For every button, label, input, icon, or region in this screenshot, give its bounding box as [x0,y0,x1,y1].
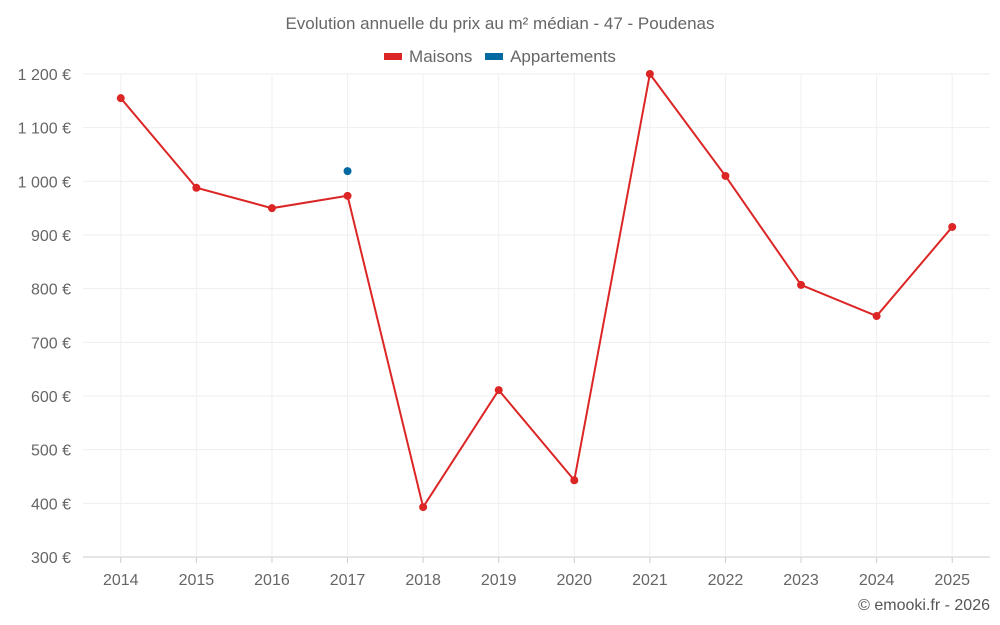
y-tick-label: 900 € [31,228,71,245]
y-tick-label: 1 100 € [18,121,71,138]
x-tick-label: 2019 [481,572,517,589]
legend-maisons[interactable]: Maisons [384,47,472,67]
chart-title: Evolution annuelle du prix au m² médian … [285,14,715,33]
series-line-maisons [120,71,953,510]
y-tick-label: 1 200 € [18,67,71,84]
data-point-maisons [343,191,352,200]
data-point-maisons [116,94,125,103]
y-tick-label: 600 € [31,389,71,406]
x-tick-label: 2020 [556,572,592,589]
x-tick-label: 2023 [783,572,819,589]
legend-swatch [485,53,504,60]
data-point-maisons [494,386,503,395]
y-tick-label: 400 € [31,496,71,513]
x-tick-label: 2022 [708,572,744,589]
legend-label: Maisons [409,46,473,66]
legend: Maisons Appartements [0,45,1000,67]
data-point-maisons [192,183,201,192]
legend-appartements[interactable]: Appartements [485,47,616,67]
x-tick-label: 2018 [405,572,441,589]
y-tick-label: 700 € [31,335,71,352]
data-point-maisons [570,476,579,485]
y-tick-label: 500 € [31,443,71,460]
data-point-maisons [721,171,730,180]
y-tick-label: 300 € [31,550,71,567]
x-tick-label: 2021 [632,572,668,589]
data-point-maisons [267,204,276,213]
data-point-appartements [343,167,352,176]
data-point-maisons [797,280,806,289]
data-point-maisons [419,503,428,512]
credit: © emooki.fr - 2026 [858,597,990,614]
data-point-maisons [872,312,881,321]
y-tick-label: 1 000 € [18,174,71,191]
legend-swatch [384,53,403,60]
data-point-maisons [645,70,654,78]
x-tick-label: 2025 [934,572,970,589]
legend-label: Appartements [510,46,616,66]
data-point-maisons [948,222,957,231]
x-tick-label: 2015 [179,572,215,589]
x-tick-label: 2014 [103,572,139,589]
x-tick-label: 2016 [254,572,290,589]
x-tick-label: 2024 [859,572,895,589]
x-tick-label: 2017 [330,572,366,589]
y-tick-label: 800 € [31,282,71,299]
